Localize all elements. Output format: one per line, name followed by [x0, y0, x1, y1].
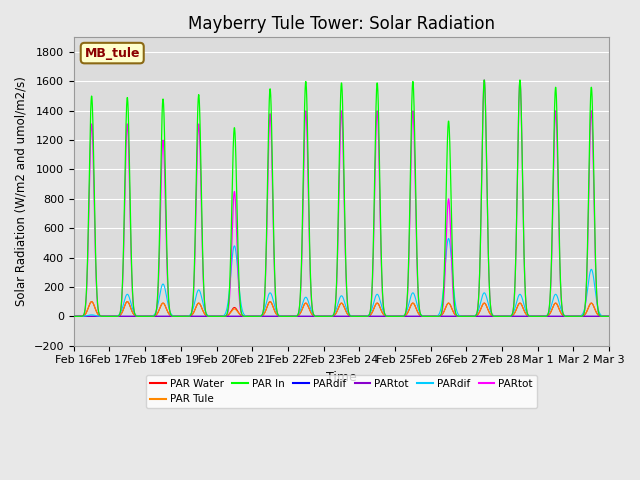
X-axis label: Time: Time [326, 371, 357, 384]
Title: Mayberry Tule Tower: Solar Radiation: Mayberry Tule Tower: Solar Radiation [188, 15, 495, 33]
Text: MB_tule: MB_tule [84, 47, 140, 60]
Y-axis label: Solar Radiation (W/m2 and umol/m2/s): Solar Radiation (W/m2 and umol/m2/s) [15, 77, 28, 306]
Legend: PAR Water, PAR Tule, PAR In, PARdif, PARtot, PARdif, PARtot: PAR Water, PAR Tule, PAR In, PARdif, PAR… [146, 375, 537, 408]
